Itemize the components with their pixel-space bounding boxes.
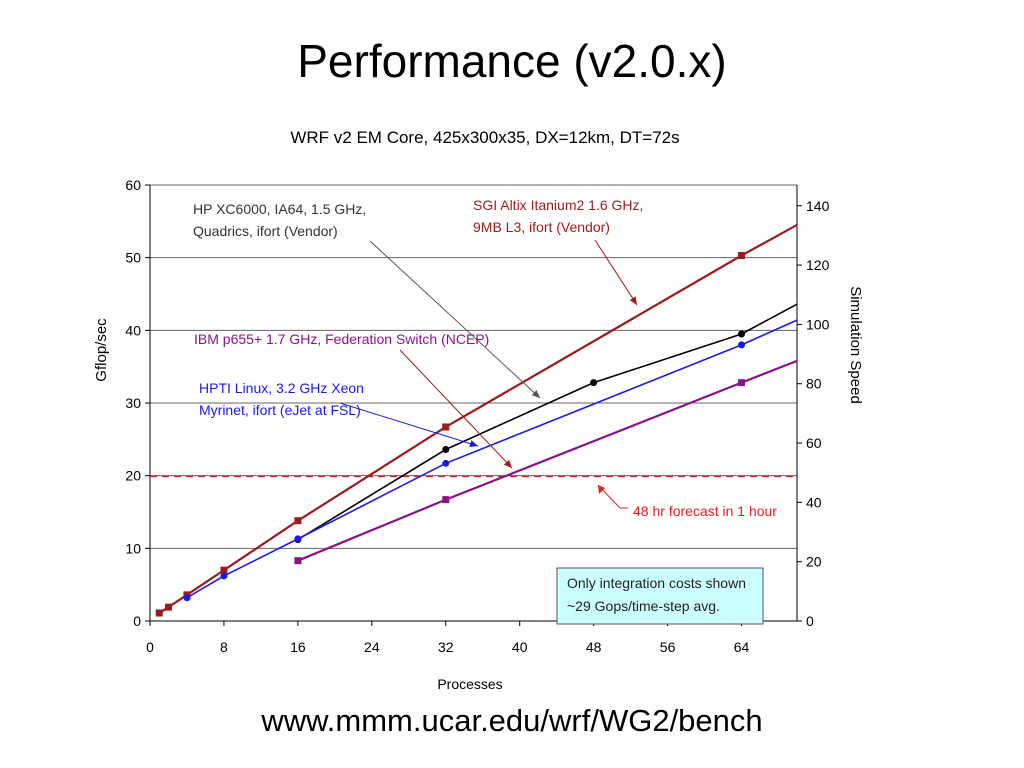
x-axis-label: Processes bbox=[437, 676, 502, 692]
arrow-forecast-head bbox=[598, 485, 605, 494]
data-point bbox=[442, 423, 450, 431]
data-point bbox=[590, 379, 598, 387]
chart-title: WRF v2 EM Core, 425x300x35, DX=12km, DT=… bbox=[290, 128, 679, 147]
annotation-hpti: HPTI Linux, 3.2 GHz Xeon bbox=[199, 380, 364, 396]
data-point bbox=[220, 566, 228, 574]
y2-tick-label: 100 bbox=[806, 316, 830, 332]
y2-tick-label: 120 bbox=[806, 257, 830, 273]
series-line bbox=[158, 224, 798, 614]
x-tick-label: 56 bbox=[660, 639, 676, 655]
data-point bbox=[220, 572, 228, 580]
x-tick-label: 48 bbox=[586, 639, 602, 655]
annotation-hpti: Myrinet, ifort (eJet at FSL) bbox=[199, 402, 361, 418]
y2-tick-label: 140 bbox=[806, 198, 830, 214]
arrow-hp-head bbox=[531, 390, 540, 398]
x-tick-label: 40 bbox=[512, 639, 528, 655]
data-point bbox=[183, 594, 191, 602]
series-group bbox=[150, 224, 798, 617]
data-point bbox=[738, 251, 746, 259]
annotation-sgi: 9MB L3, ifort (Vendor) bbox=[473, 219, 610, 235]
data-point bbox=[155, 609, 163, 617]
slide-title: Performance (v2.0.x) bbox=[297, 35, 727, 87]
arrow-hpti-head bbox=[469, 440, 478, 447]
y2-tick-label: 0 bbox=[806, 613, 814, 629]
arrow-sgi bbox=[594, 239, 638, 306]
arrow-forecast bbox=[597, 484, 628, 509]
annotation-sgi: SGI Altix Itanium2 1.6 GHz, bbox=[473, 197, 643, 213]
y-tick-label: 50 bbox=[125, 250, 141, 266]
data-point bbox=[164, 603, 172, 611]
data-point bbox=[442, 446, 450, 454]
data-point bbox=[738, 379, 746, 387]
data-point bbox=[294, 535, 302, 543]
y-tick-label: 10 bbox=[125, 540, 141, 556]
data-point bbox=[738, 341, 746, 349]
series-line bbox=[297, 359, 798, 562]
annotation-ibm: IBM p655+ 1.7 GHz, Federation Switch (NC… bbox=[194, 331, 489, 347]
y2-tick-label: 40 bbox=[806, 494, 822, 510]
annotation-hp: Quadrics, ifort (Vendor) bbox=[193, 223, 338, 239]
data-point bbox=[294, 557, 302, 565]
y-tick-label: 30 bbox=[125, 395, 141, 411]
grid-lines bbox=[150, 184, 797, 549]
data-point bbox=[442, 496, 450, 504]
arrow-sgi-head bbox=[629, 296, 637, 305]
x-tick-label: 32 bbox=[438, 639, 454, 655]
source-url: www.mmm.ucar.edu/wrf/WG2/bench bbox=[261, 703, 763, 738]
x-tick-label: 0 bbox=[146, 639, 154, 655]
note-text: Only integration costs shown bbox=[567, 575, 746, 591]
y2-tick-label: 80 bbox=[806, 376, 822, 392]
y-tick-label: 40 bbox=[125, 322, 141, 338]
arrow-ibm-head bbox=[503, 459, 512, 468]
x-tick-label: 24 bbox=[364, 639, 380, 655]
data-point bbox=[294, 517, 302, 525]
y-tick-label: 60 bbox=[125, 177, 141, 193]
data-point bbox=[442, 459, 450, 467]
data-point bbox=[738, 330, 746, 338]
annotation-forecast: 48 hr forecast in 1 hour bbox=[633, 503, 777, 519]
arrow-hpti bbox=[339, 402, 479, 447]
annotation-hp: HP XC6000, IA64, 1.5 GHz, bbox=[193, 201, 366, 217]
note-box bbox=[556, 567, 764, 625]
annotations-group: HP XC6000, IA64, 1.5 GHz, Quadrics, ifort… bbox=[193, 197, 777, 625]
y2-tick-label: 60 bbox=[806, 435, 822, 451]
tick-labels: 0 10 20 30 40 50 60 0 20 40 60 80 100 120 140 0 8 16 24 32 4… bbox=[125, 177, 829, 655]
x-tick-label: 16 bbox=[290, 639, 306, 655]
arrow-ibm bbox=[399, 349, 513, 469]
y2-tick-label: 20 bbox=[806, 554, 822, 570]
note-text: ~29 Gops/time-step avg. bbox=[567, 598, 720, 614]
x-tick-label: 8 bbox=[220, 639, 228, 655]
y2-axis-label: Simulation Speed bbox=[847, 286, 864, 404]
y-tick-label: 0 bbox=[133, 613, 141, 629]
y-axis-label: Gflop/sec bbox=[93, 318, 110, 382]
y-tick-label: 20 bbox=[125, 468, 141, 484]
series-line bbox=[186, 319, 798, 599]
arrow-hp bbox=[369, 240, 541, 399]
x-tick-label: 64 bbox=[734, 639, 750, 655]
